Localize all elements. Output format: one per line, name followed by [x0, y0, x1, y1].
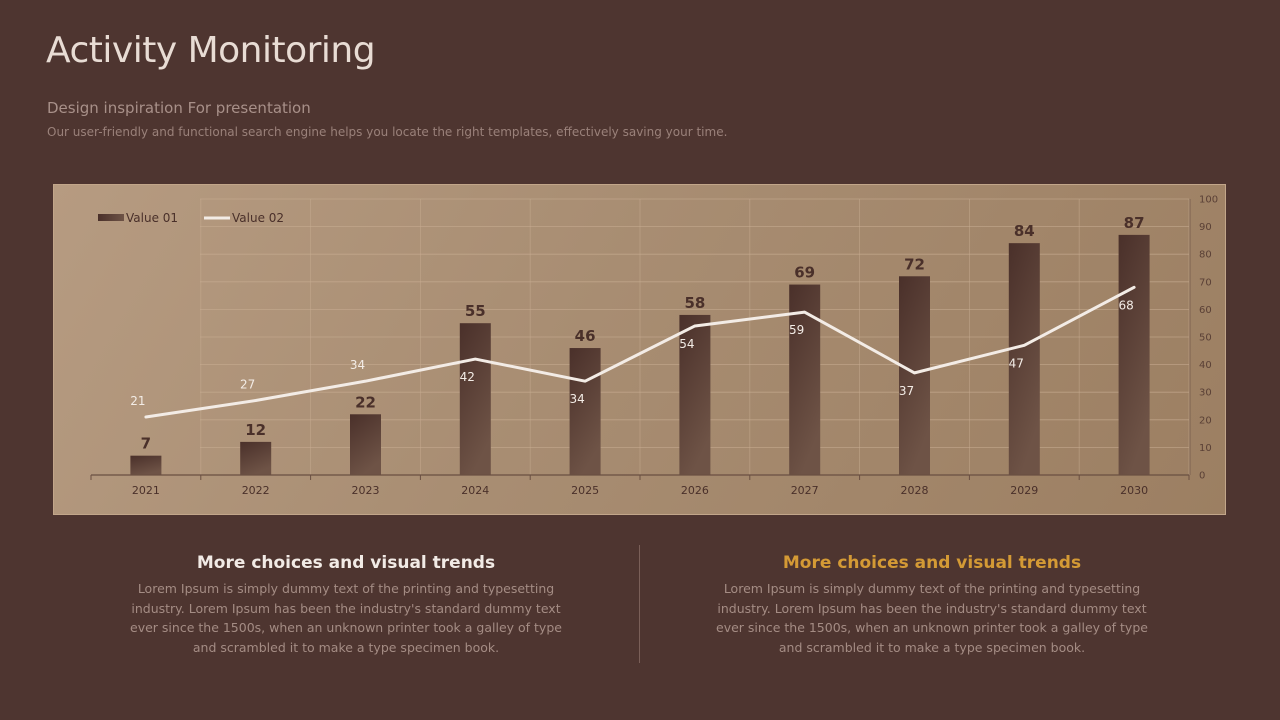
bar: [350, 414, 381, 475]
bar-value-label: 55: [465, 302, 486, 320]
line-value-label: 59: [789, 323, 804, 337]
bar: [459, 323, 491, 475]
line-value-label: 37: [899, 384, 914, 398]
x-tick-label: 2023: [352, 484, 380, 497]
x-tick-label: 2021: [132, 484, 160, 497]
line-value-label: 54: [679, 337, 694, 351]
chart-panel: 0 10 20 30 40 50 60 70 80 90 100 7 12 22 55 46 58 69 72 84 8…: [53, 184, 1226, 515]
x-tick-label: 2028: [901, 484, 929, 497]
bar-value-label: 58: [684, 294, 705, 312]
footer-right-body: Lorem Ipsum is simply dummy text of the …: [716, 581, 1148, 655]
bar: [240, 441, 272, 475]
line-value-label: 68: [1118, 298, 1133, 312]
line-value-label: 42: [460, 370, 475, 384]
bar-value-label: 84: [1014, 222, 1035, 240]
page-description: Our user-friendly and functional search …: [47, 125, 728, 139]
bar-value-label: 72: [904, 255, 925, 273]
legend-swatch-value-01: [98, 214, 124, 221]
x-tick-label: 2025: [571, 484, 599, 497]
bar-value-label: 7: [141, 435, 151, 453]
footer-left-body: Lorem Ipsum is simply dummy text of the …: [130, 581, 562, 655]
y-tick-label: 60: [1199, 305, 1212, 316]
line-value-label: 34: [350, 358, 365, 372]
bar: [569, 348, 601, 475]
footer-left-heading: More choices and visual trends: [196, 553, 496, 573]
y-tick-label: 20: [1199, 415, 1212, 426]
bar: [130, 455, 162, 475]
x-tick-label: 2026: [681, 484, 709, 497]
page-title: Activity Monitoring: [46, 30, 376, 71]
bar-value-label: 22: [355, 393, 376, 411]
footer-right: More choices and visual trends Lorem Ips…: [707, 553, 1157, 657]
page-subtitle: Design inspiration For presentation: [47, 99, 311, 117]
y-tick-label: 50: [1199, 333, 1212, 344]
line-series-value-02: [144, 285, 1136, 419]
bar: [899, 276, 930, 475]
line-value-label: 34: [569, 392, 584, 406]
line-value-label: 21: [130, 394, 145, 408]
bar: [679, 314, 711, 475]
x-tick-label: 2030: [1120, 484, 1148, 497]
bar-value-label: 46: [575, 327, 596, 345]
line-value-label: 47: [1009, 356, 1024, 370]
y-tick-label: 100: [1199, 195, 1218, 206]
x-tick-label: 2024: [461, 484, 489, 497]
legend-label-value-01: Value 01: [126, 211, 178, 225]
bar-value-label: 69: [794, 264, 815, 282]
footer-divider: [639, 545, 640, 663]
bar-value-label: 12: [245, 421, 266, 439]
x-tick-label: 2022: [242, 484, 270, 497]
legend-label-value-02: Value 02: [232, 211, 284, 225]
y-tick-label: 80: [1199, 250, 1212, 261]
y-tick-label: 40: [1199, 360, 1212, 371]
y-tick-label: 70: [1199, 277, 1212, 288]
y-tick-label: 90: [1199, 222, 1212, 233]
footer-left: More choices and visual trends Lorem Ips…: [121, 553, 571, 657]
bar: [1118, 234, 1150, 475]
y-tick-label: 0: [1199, 471, 1205, 482]
y-tick-label: 30: [1199, 388, 1212, 399]
x-tick-label: 2027: [791, 484, 819, 497]
bar: [1008, 243, 1040, 475]
footer-right-heading: More choices and visual trends: [782, 553, 1082, 573]
line-value-label: 27: [240, 377, 255, 391]
y-tick-label: 10: [1199, 443, 1212, 454]
x-tick-label: 2029: [1010, 484, 1038, 497]
bar-value-label: 87: [1124, 214, 1145, 232]
